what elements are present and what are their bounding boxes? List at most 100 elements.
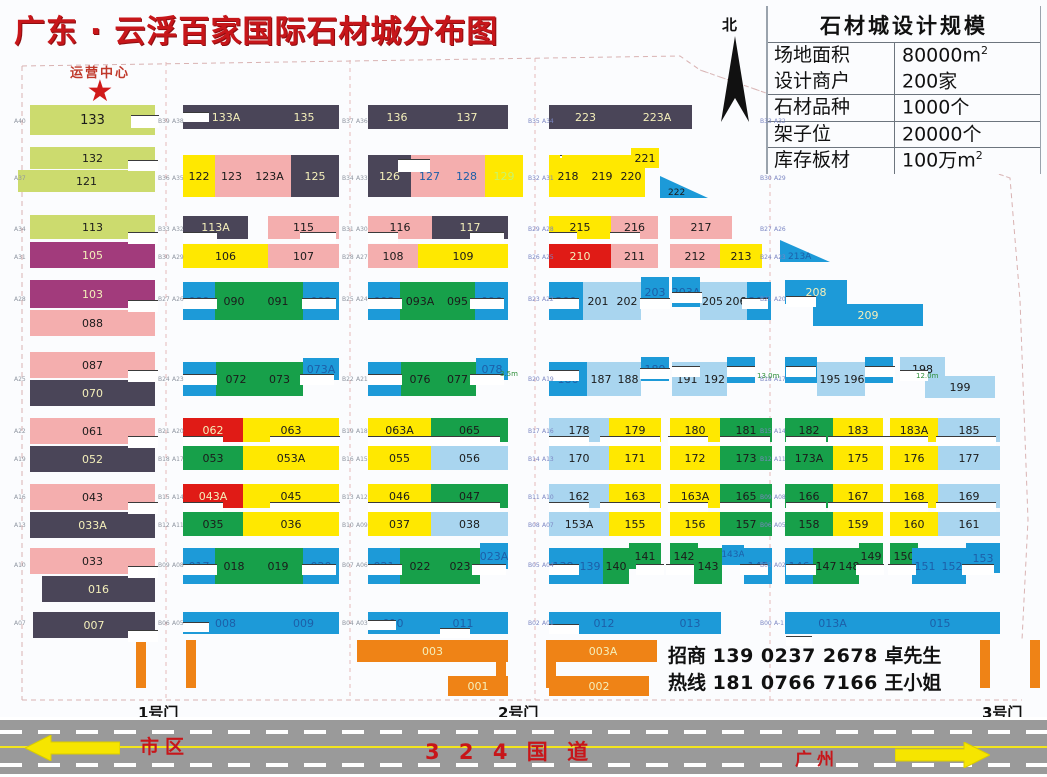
- plot-block[interactable]: 109: [418, 244, 508, 268]
- plot-block[interactable]: 223: [549, 105, 622, 129]
- plot-block[interactable]: 095: [440, 282, 475, 320]
- plot-block[interactable]: 147: [813, 548, 839, 584]
- plot-block[interactable]: 091: [253, 282, 303, 320]
- plot-block[interactable]: 016: [42, 576, 155, 602]
- plot-block[interactable]: 222: [660, 176, 708, 198]
- plot-block[interactable]: 053A: [243, 446, 339, 470]
- plot-block[interactable]: 156: [670, 512, 720, 536]
- plot-block[interactable]: 108: [368, 244, 418, 268]
- plot-block[interactable]: 055: [368, 446, 431, 470]
- plot-block[interactable]: 211: [611, 244, 658, 268]
- plot-block[interactable]: 188: [615, 362, 641, 396]
- plot-block[interactable]: 090: [215, 282, 253, 320]
- plot-block[interactable]: 160: [890, 512, 938, 536]
- plot-block[interactable]: 176: [890, 446, 938, 470]
- plot-block[interactable]: 195: [817, 362, 843, 396]
- plot-block[interactable]: 213A: [780, 240, 830, 262]
- plot-block[interactable]: 196: [843, 362, 865, 396]
- plot-block[interactable]: 143A: [722, 545, 744, 565]
- plot-block[interactable]: 158: [785, 512, 833, 536]
- plot-block[interactable]: 013A: [785, 612, 880, 634]
- unit-code-label: B27: [158, 296, 170, 303]
- plot-block[interactable]: 056: [431, 446, 508, 470]
- plot-block[interactable]: 210: [549, 244, 611, 268]
- plot-block[interactable]: 038: [431, 512, 508, 536]
- plot-block[interactable]: 155: [609, 512, 661, 536]
- arrow-right-icon: [895, 742, 990, 768]
- plot-block[interactable]: 093A: [400, 282, 440, 320]
- plot-block[interactable]: 132: [30, 147, 155, 169]
- plot-block[interactable]: 121: [18, 170, 155, 192]
- plot-block[interactable]: 205: [700, 282, 725, 320]
- plot-block[interactable]: 152: [938, 548, 966, 584]
- plot-block[interactable]: 035: [183, 512, 243, 536]
- plot-block[interactable]: 172: [670, 446, 720, 470]
- plot-block[interactable]: 003: [357, 640, 508, 662]
- plot-block[interactable]: 199: [925, 376, 995, 398]
- plot-block[interactable]: 088: [30, 310, 155, 336]
- plot-block[interactable]: 151: [912, 548, 938, 584]
- unit-code-label: B06: [158, 620, 170, 627]
- plot-block[interactable]: 218: [549, 155, 587, 197]
- plot-block[interactable]: 219: [587, 155, 617, 197]
- plot-block[interactable]: 070: [30, 380, 155, 406]
- plot-block[interactable]: 036: [243, 512, 339, 536]
- plot-block[interactable]: 202: [613, 282, 641, 320]
- plot-block[interactable]: 221: [631, 148, 659, 168]
- plot-block[interactable]: 173: [720, 446, 772, 470]
- plot-block[interactable]: 128: [448, 155, 485, 197]
- plot-block[interactable]: 015: [880, 612, 1000, 634]
- plot-block[interactable]: 009: [268, 612, 339, 634]
- plot-block[interactable]: 201: [583, 282, 613, 320]
- plot-block[interactable]: 122: [183, 155, 215, 197]
- plot-block[interactable]: 052: [30, 446, 155, 472]
- plot-block[interactable]: 106: [183, 244, 268, 268]
- plot-block[interactable]: 107: [268, 244, 339, 268]
- plot-block[interactable]: 192: [702, 362, 727, 396]
- plot-block[interactable]: 105: [30, 242, 155, 268]
- plot-block[interactable]: 213: [720, 244, 762, 268]
- plot-block[interactable]: 157: [720, 512, 772, 536]
- plot-block[interactable]: 159: [833, 512, 883, 536]
- plot-block[interactable]: 140: [603, 548, 629, 584]
- plot-block[interactable]: 072: [216, 362, 256, 396]
- plot-block[interactable]: 153A: [549, 512, 609, 536]
- plot-block[interactable]: 212: [670, 244, 720, 268]
- plot-block[interactable]: 003A: [549, 640, 657, 662]
- plot-block[interactable]: 037: [368, 512, 431, 536]
- plot-block[interactable]: 148: [839, 548, 859, 584]
- plot-block[interactable]: 173A: [785, 446, 833, 470]
- plot-block[interactable]: 076: [401, 362, 439, 396]
- plot-block[interactable]: 206: [725, 282, 747, 320]
- plot-block[interactable]: 139: [577, 548, 603, 584]
- plot-block[interactable]: 170: [549, 446, 609, 470]
- plot-block[interactable]: 013: [659, 612, 721, 634]
- plot-block[interactable]: 223A: [622, 105, 692, 129]
- plot-block[interactable]: 136: [368, 105, 426, 129]
- plot-block[interactable]: 161: [938, 512, 1000, 536]
- plot-block[interactable]: 125: [291, 155, 339, 197]
- plot-block[interactable]: 053: [183, 446, 243, 470]
- plot-block[interactable]: 135: [269, 105, 339, 129]
- plot-block[interactable]: 175: [833, 446, 883, 470]
- plot-block[interactable]: 033A: [30, 512, 155, 538]
- plot-block[interactable]: 018: [215, 548, 253, 584]
- plot-block[interactable]: 187: [587, 362, 615, 396]
- plot-block[interactable]: 123: [215, 155, 248, 197]
- plot-block[interactable]: 073: [256, 362, 303, 396]
- plot-block[interactable]: 022: [400, 548, 440, 584]
- plot-block[interactable]: 217: [670, 216, 732, 239]
- plot-block[interactable]: 137: [426, 105, 508, 129]
- plot-block[interactable]: 002: [549, 676, 649, 696]
- plot-block[interactable]: 129: [485, 155, 523, 197]
- plot-block[interactable]: 209: [813, 304, 923, 326]
- plot-block[interactable]: 143: [694, 548, 722, 584]
- plot-block[interactable]: 077: [439, 362, 476, 396]
- plot-block[interactable]: 007: [33, 612, 155, 638]
- plot-block[interactable]: 001: [448, 676, 508, 696]
- plot-block[interactable]: 123A: [248, 155, 291, 197]
- plot-block[interactable]: 177: [938, 446, 1000, 470]
- plot-block[interactable]: 019: [253, 548, 303, 584]
- plot-block[interactable]: 171: [609, 446, 661, 470]
